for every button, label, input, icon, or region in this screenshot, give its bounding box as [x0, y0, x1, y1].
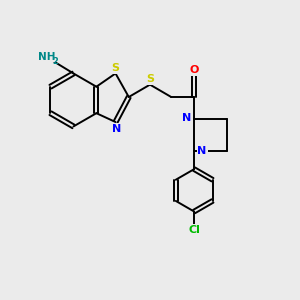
Text: O: O [190, 65, 199, 76]
Text: S: S [147, 74, 154, 84]
Text: N: N [197, 146, 207, 157]
Text: NH: NH [38, 52, 56, 62]
Text: S: S [111, 63, 119, 73]
Text: Cl: Cl [188, 225, 200, 235]
Text: 2: 2 [53, 57, 59, 66]
Text: N: N [112, 124, 122, 134]
Text: N: N [182, 112, 191, 123]
